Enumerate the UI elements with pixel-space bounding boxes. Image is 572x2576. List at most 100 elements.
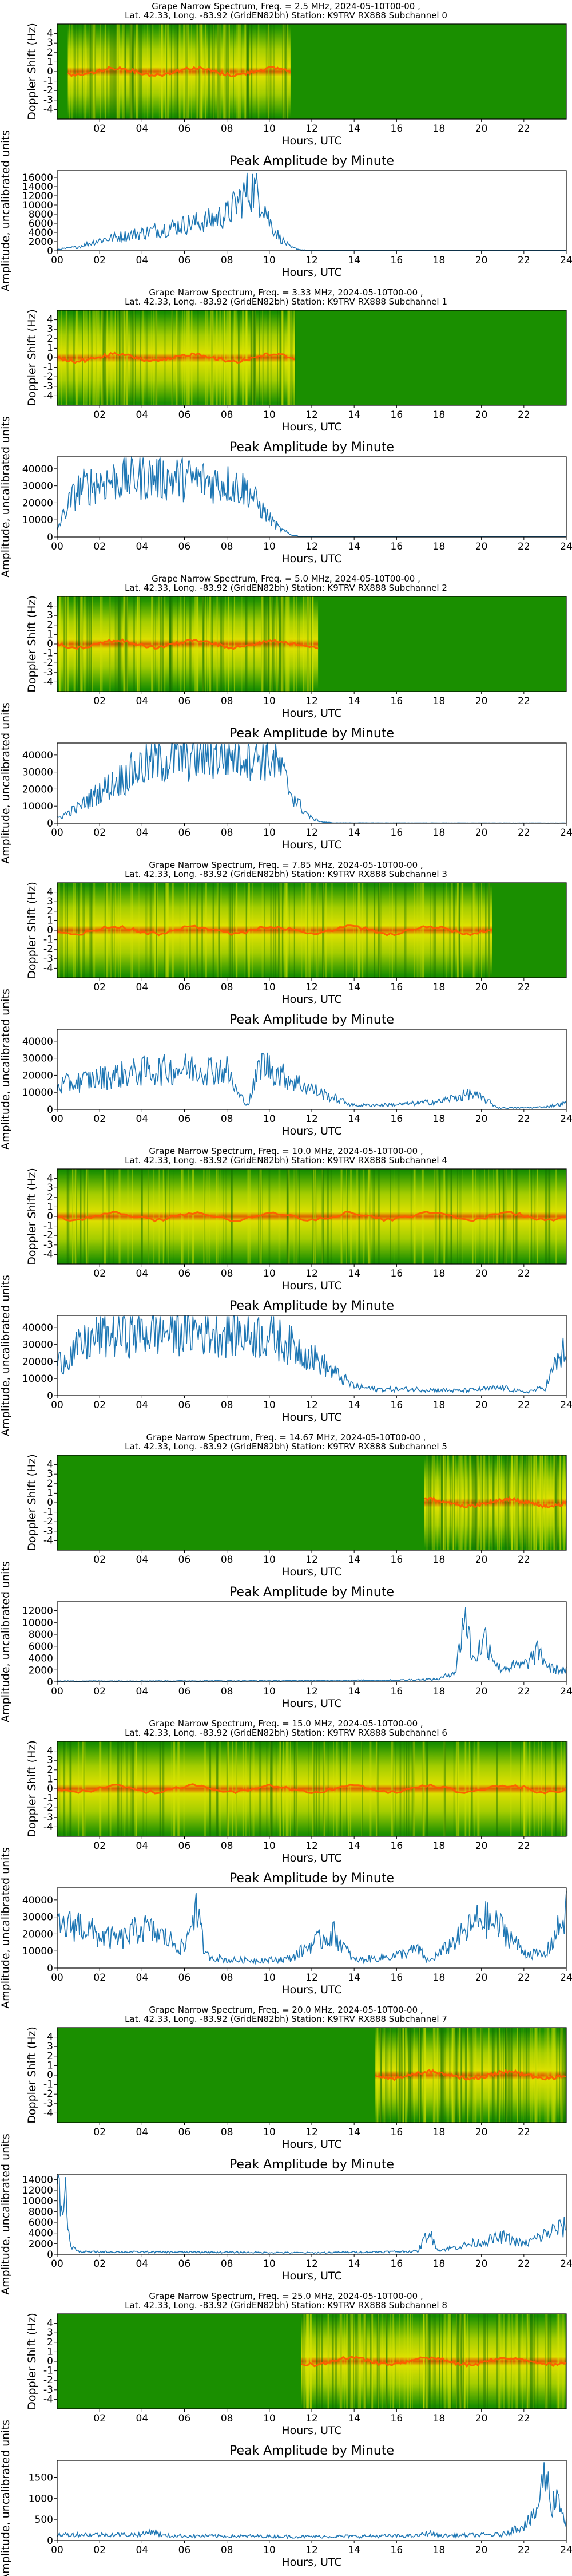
spectrogram-stripe: [272, 596, 273, 692]
spectrogram-title-line1: Grape Narrow Spectrum, Freq. = 15.0 MHz,…: [149, 1718, 423, 1729]
spectrogram-stripe: [242, 1741, 244, 1836]
y-tick-label: -3: [43, 1239, 53, 1251]
spectrogram-stripe: [265, 24, 268, 119]
spectrogram-stripe: [281, 596, 284, 692]
spectrogram-stripe: [238, 310, 240, 405]
spectrogram-stripe: [192, 1169, 194, 1264]
spectrogram-stripe: [318, 1741, 320, 1836]
spectrogram-stripe: [463, 2314, 466, 2409]
spectrogram-stripe: [282, 24, 283, 119]
spectrogram-stripe: [148, 1169, 149, 1264]
y-tick-label: -1: [43, 1793, 53, 1804]
spectrogram-stripe: [464, 1455, 467, 1550]
spectrogram-stripe: [545, 2314, 546, 2409]
x-tick-label: 12: [305, 2413, 318, 2424]
x-tick-label: 08: [221, 123, 233, 135]
spectrogram-stripe: [558, 2314, 561, 2409]
spectrogram-stripe: [555, 2028, 557, 2123]
spectrogram-stripe: [175, 24, 178, 119]
spectrogram-stripe: [76, 596, 77, 692]
x-tick-label: 12: [305, 827, 318, 839]
y-tick-label: 30000: [22, 767, 53, 779]
amplitude-panel: Peak Amplitude by Minute0200040006000800…: [0, 2134, 572, 2295]
amplitude-panel: Peak Amplitude by Minute 0 10000 20000 30000…: [0, 1847, 572, 2009]
spectrogram-stripe: [357, 2314, 359, 2409]
x-tick-label: 08: [221, 2545, 233, 2556]
spectrogram-stripe: [124, 24, 125, 119]
spectrogram-stripe: [118, 596, 121, 692]
spectrogram-stripe: [81, 596, 84, 692]
spectrogram-stripe: [158, 1169, 160, 1264]
spectrogram-stripe: [438, 2028, 440, 2123]
x-tick-label: 20: [475, 1268, 488, 1279]
spectrogram-stripe: [560, 2314, 562, 2409]
spectrogram-stripe: [457, 883, 458, 978]
spectrogram-stripe: [332, 1741, 334, 1836]
spectrogram-stripe: [201, 883, 204, 978]
spectrogram-stripe: [116, 24, 118, 119]
y-tick-label: 2: [47, 47, 53, 58]
spectrogram-stripe: [422, 2314, 424, 2409]
spectrogram-stripe: [245, 1741, 247, 1836]
spectrogram-stripe: [170, 24, 172, 119]
y-tick-label: 20000: [22, 1929, 53, 1940]
spectrogram-stripe: [201, 24, 203, 119]
x-tick-label: 06: [178, 2413, 191, 2424]
x-tick-label: 10: [263, 1840, 276, 1852]
spectrogram-stripe: [402, 2028, 403, 2123]
spectrogram-ylabel: Doppler Shift (Hz): [26, 2313, 38, 2410]
y-tick-label: -4: [43, 390, 53, 401]
spectrogram-stripe: [181, 1169, 182, 1264]
y-tick-label: -3: [43, 2098, 53, 2109]
spectrogram-stripe: [125, 310, 128, 405]
spectrogram-stripe: [340, 2314, 342, 2409]
spectrogram-stripe: [160, 596, 162, 692]
spectrogram-stripe: [86, 1169, 89, 1264]
spectrogram-stripe: [195, 596, 198, 692]
x-tick-label: 24: [560, 2258, 572, 2270]
spectrogram-stripe: [312, 1169, 315, 1264]
y-tick-label: 2: [47, 2050, 53, 2062]
spectrogram-title-line2: Lat. 42.33, Long. -83.92 (GridEN82bh) St…: [125, 1441, 447, 1452]
spectrogram-ylabel: Doppler Shift (Hz): [26, 882, 38, 979]
x-tick-label: 14: [348, 409, 360, 421]
amplitude-series-line: [57, 1052, 567, 1109]
spectrogram-stripe: [247, 596, 248, 692]
spectrogram-stripe: [197, 310, 198, 405]
x-tick-label: 08: [221, 827, 233, 839]
spectrogram-stripe: [431, 1455, 434, 1550]
x-tick-label: 22: [518, 123, 530, 135]
spectrogram-stripe: [472, 2028, 474, 2123]
spectrogram-stripe: [150, 883, 153, 978]
spectrogram-stripe: [541, 1741, 542, 1836]
spectrogram-stripe: [81, 24, 83, 119]
spectrogram-stripe: [538, 1741, 539, 1836]
spectrogram-stripe: [323, 1741, 325, 1836]
x-tick-label: 06: [178, 696, 191, 707]
spectrogram-stripe: [109, 24, 110, 119]
spectrogram-stripe: [509, 1455, 511, 1550]
spectrogram-stripe: [283, 310, 285, 405]
spectrogram-stripe: [444, 1741, 446, 1836]
y-tick-label: 3: [47, 2327, 53, 2338]
x-tick-label: 10: [263, 1972, 276, 1984]
spectrogram-stripe: [66, 310, 69, 405]
y-tick-label: 14000: [22, 181, 53, 193]
y-tick-label: 4000: [29, 2228, 53, 2239]
x-tick-label: 10: [263, 696, 276, 707]
spectrogram-panel: Grape Narrow Spectrum, Freq. = 7.85 MHz,…: [26, 860, 567, 1006]
spectrogram-stripe: [531, 1741, 533, 1836]
spectrogram-stripe: [155, 310, 158, 405]
spectrogram-stripe: [366, 883, 368, 978]
spectrogram-stripe: [245, 596, 248, 692]
spectrogram-stripe: [467, 1455, 470, 1550]
spectrogram-stripe: [467, 2028, 469, 2123]
spectrogram-stripe: [67, 1169, 69, 1264]
spectrogram-stripe: [279, 596, 281, 692]
spectrogram-stripe: [217, 24, 220, 119]
spectrogram-stripe: [183, 24, 185, 119]
y-tick-label: 12000: [22, 191, 53, 202]
spectrogram-signal-band: [301, 2316, 566, 2407]
spectrogram-stripe: [269, 24, 271, 119]
spectrogram-stripe: [232, 596, 233, 692]
